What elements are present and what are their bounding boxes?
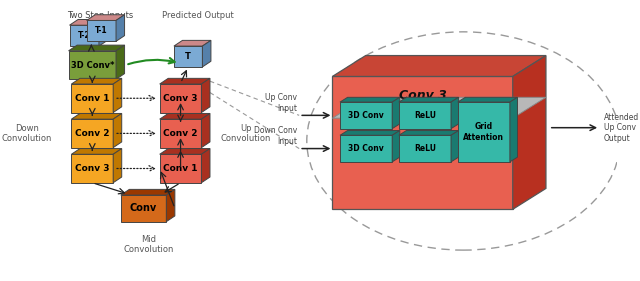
Polygon shape <box>159 78 210 84</box>
Polygon shape <box>72 149 122 154</box>
Text: T: T <box>185 52 191 61</box>
Polygon shape <box>121 189 175 195</box>
Polygon shape <box>72 114 122 119</box>
Polygon shape <box>340 135 392 162</box>
Polygon shape <box>399 102 451 129</box>
Polygon shape <box>340 102 392 129</box>
Polygon shape <box>340 131 400 135</box>
Text: Grid
Attention: Grid Attention <box>463 122 504 142</box>
Polygon shape <box>86 15 125 21</box>
Polygon shape <box>202 78 210 112</box>
Polygon shape <box>68 51 116 79</box>
Polygon shape <box>332 97 546 118</box>
Text: Conv 1: Conv 1 <box>163 164 198 173</box>
Text: T-2: T-2 <box>78 31 90 40</box>
Polygon shape <box>174 40 211 46</box>
Text: Conv 3: Conv 3 <box>163 94 198 103</box>
Text: ReLU: ReLU <box>414 111 436 120</box>
Text: T-1: T-1 <box>95 26 108 35</box>
Polygon shape <box>399 97 459 102</box>
Polygon shape <box>72 154 113 183</box>
Text: Predicted Output: Predicted Output <box>162 11 234 20</box>
Text: Down
Convolution: Down Convolution <box>2 124 52 143</box>
Polygon shape <box>392 97 400 129</box>
Text: ReLU: ReLU <box>414 144 436 153</box>
Polygon shape <box>513 56 546 209</box>
Text: 3D Conv: 3D Conv <box>348 111 384 120</box>
Text: Conv 1: Conv 1 <box>75 94 109 103</box>
Text: 3D Conv*: 3D Conv* <box>70 60 114 70</box>
Polygon shape <box>121 195 166 222</box>
Text: Attended
Up Conv
Output: Attended Up Conv Output <box>604 113 639 142</box>
Polygon shape <box>202 149 210 183</box>
Polygon shape <box>113 78 122 112</box>
Polygon shape <box>72 119 113 148</box>
Text: Conv: Conv <box>130 203 157 213</box>
Polygon shape <box>510 97 518 162</box>
Polygon shape <box>399 135 451 162</box>
Polygon shape <box>68 45 125 51</box>
Polygon shape <box>332 76 513 209</box>
Polygon shape <box>166 189 175 222</box>
Polygon shape <box>392 131 400 162</box>
Polygon shape <box>458 97 518 102</box>
Polygon shape <box>113 114 122 148</box>
Polygon shape <box>340 97 400 102</box>
Polygon shape <box>202 40 211 67</box>
Polygon shape <box>113 149 122 183</box>
Polygon shape <box>86 21 116 41</box>
Polygon shape <box>116 45 125 79</box>
Text: Two Step Inputs: Two Step Inputs <box>67 11 133 20</box>
Text: Mid
Convolution: Mid Convolution <box>123 235 173 254</box>
Text: Up Conv
Input: Up Conv Input <box>266 93 298 112</box>
Polygon shape <box>332 56 546 76</box>
Polygon shape <box>159 114 210 119</box>
Text: Up
Convolution: Up Convolution <box>221 124 271 143</box>
Polygon shape <box>72 84 113 112</box>
Polygon shape <box>202 114 210 148</box>
Polygon shape <box>70 25 99 46</box>
Polygon shape <box>99 19 108 46</box>
Polygon shape <box>159 154 202 183</box>
Polygon shape <box>174 46 202 67</box>
Polygon shape <box>116 15 125 41</box>
Polygon shape <box>70 19 108 25</box>
Polygon shape <box>159 119 202 148</box>
Text: Conv 3: Conv 3 <box>399 89 447 102</box>
Polygon shape <box>72 78 122 84</box>
Text: Down Conv
Input: Down Conv Input <box>254 126 298 146</box>
Polygon shape <box>159 84 202 112</box>
Polygon shape <box>159 149 210 154</box>
Polygon shape <box>399 131 459 135</box>
Text: Conv 3: Conv 3 <box>75 164 109 173</box>
Polygon shape <box>451 97 459 129</box>
Text: Conv 2: Conv 2 <box>163 129 198 138</box>
Polygon shape <box>451 131 459 162</box>
Text: 3D Conv: 3D Conv <box>348 144 384 153</box>
Text: Conv 2: Conv 2 <box>75 129 109 138</box>
Polygon shape <box>458 102 510 162</box>
